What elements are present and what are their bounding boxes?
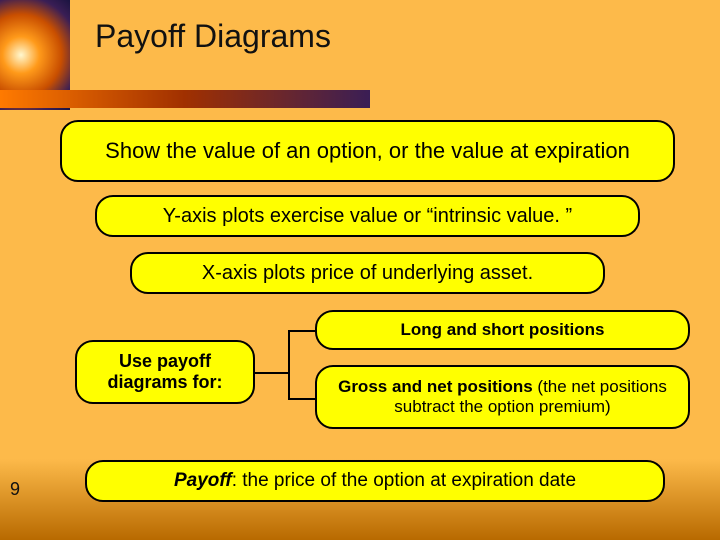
box-gross-net-text: Gross and net positions (the net positio… <box>325 377 680 416</box>
payoff-rest: : the price of the option at expiration … <box>232 470 576 491</box>
title-underline-bar <box>0 90 370 108</box>
gross-net-bold: Gross and net positions <box>338 377 533 396</box>
box-x-axis-text: X-axis plots price of underlying asset. <box>202 262 533 285</box>
connector-line <box>288 330 315 332</box>
box-y-axis: Y-axis plots exercise value or “intrinsi… <box>95 195 640 237</box>
box-x-axis: X-axis plots price of underlying asset. <box>130 252 605 294</box>
connector-line <box>288 398 315 400</box>
box-payoff-text: Payoff: the price of the option at expir… <box>174 470 576 492</box>
box-long-short-text: Long and short positions <box>401 320 605 340</box>
slide-title: Payoff Diagrams <box>95 18 331 55</box>
box-main-text: Show the value of an option, or the valu… <box>105 138 630 163</box>
box-gross-net: Gross and net positions (the net positio… <box>315 365 690 429</box>
box-use-text: Use payoff diagrams for: <box>77 351 253 392</box>
box-main-description: Show the value of an option, or the valu… <box>60 120 675 182</box>
box-use-diagrams-for: Use payoff diagrams for: <box>75 340 255 404</box>
connector-line <box>288 330 290 400</box>
payoff-em: Payoff <box>174 470 232 491</box>
connector-line <box>255 372 290 374</box>
box-long-short: Long and short positions <box>315 310 690 350</box>
box-payoff-definition: Payoff: the price of the option at expir… <box>85 460 665 502</box>
box-y-axis-text: Y-axis plots exercise value or “intrinsi… <box>163 205 572 228</box>
page-number: 9 <box>10 479 20 500</box>
